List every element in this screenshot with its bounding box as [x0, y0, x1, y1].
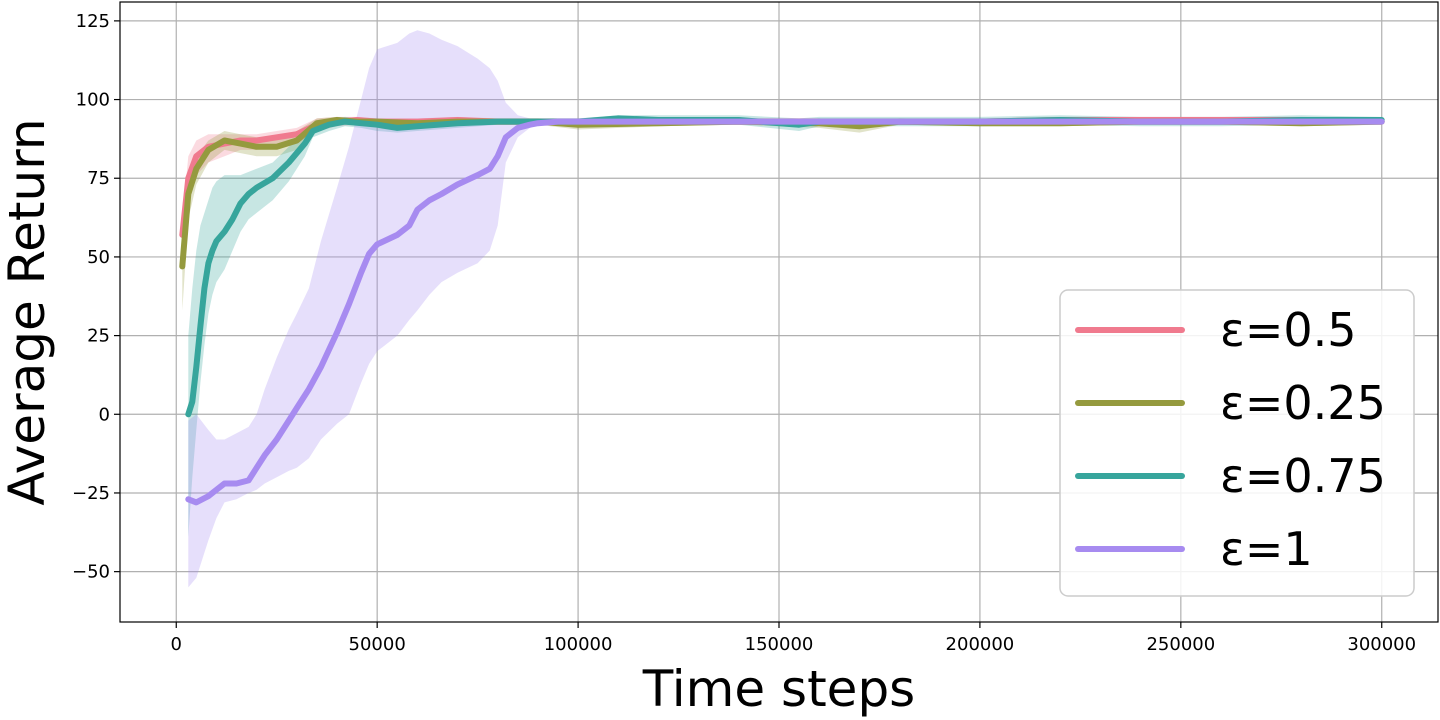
y-tick-label: 0	[99, 404, 110, 425]
legend-box	[1059, 289, 1415, 597]
x-tick-label: 0	[171, 634, 182, 655]
x-tick-label: 100000	[544, 634, 613, 655]
y-tick-label: 75	[87, 168, 110, 189]
y-tick-label: 125	[76, 11, 110, 32]
legend: ε=0.5 ε=0.25 ε=0.75 ε=1	[1059, 289, 1415, 597]
axis-ticks: 0 50000 100000 150000 200000 250000 300000 −50 −…	[72, 11, 1416, 655]
y-tick-label: −50	[72, 562, 110, 583]
series-lines	[179, 115, 1385, 506]
legend-label: ε=0.25	[1220, 376, 1386, 430]
y-tick-label: 25	[87, 326, 110, 347]
y-tick-label: 50	[87, 247, 110, 268]
x-tick-label: 300000	[1347, 634, 1416, 655]
line-series-4	[185, 118, 1385, 506]
y-tick-label: 100	[76, 90, 110, 111]
y-axis-label: Average Return	[0, 118, 56, 505]
legend-label: ε=0.5	[1220, 303, 1357, 357]
x-tick-label: 150000	[745, 634, 814, 655]
legend-label: ε=0.75	[1220, 449, 1386, 503]
x-axis-label: Time steps	[642, 660, 915, 718]
x-tick-label: 200000	[946, 634, 1015, 655]
x-tick-label: 50000	[349, 634, 406, 655]
legend-label: ε=1	[1220, 522, 1313, 576]
x-tick-label: 250000	[1146, 634, 1215, 655]
y-tick-label: −25	[72, 483, 110, 504]
